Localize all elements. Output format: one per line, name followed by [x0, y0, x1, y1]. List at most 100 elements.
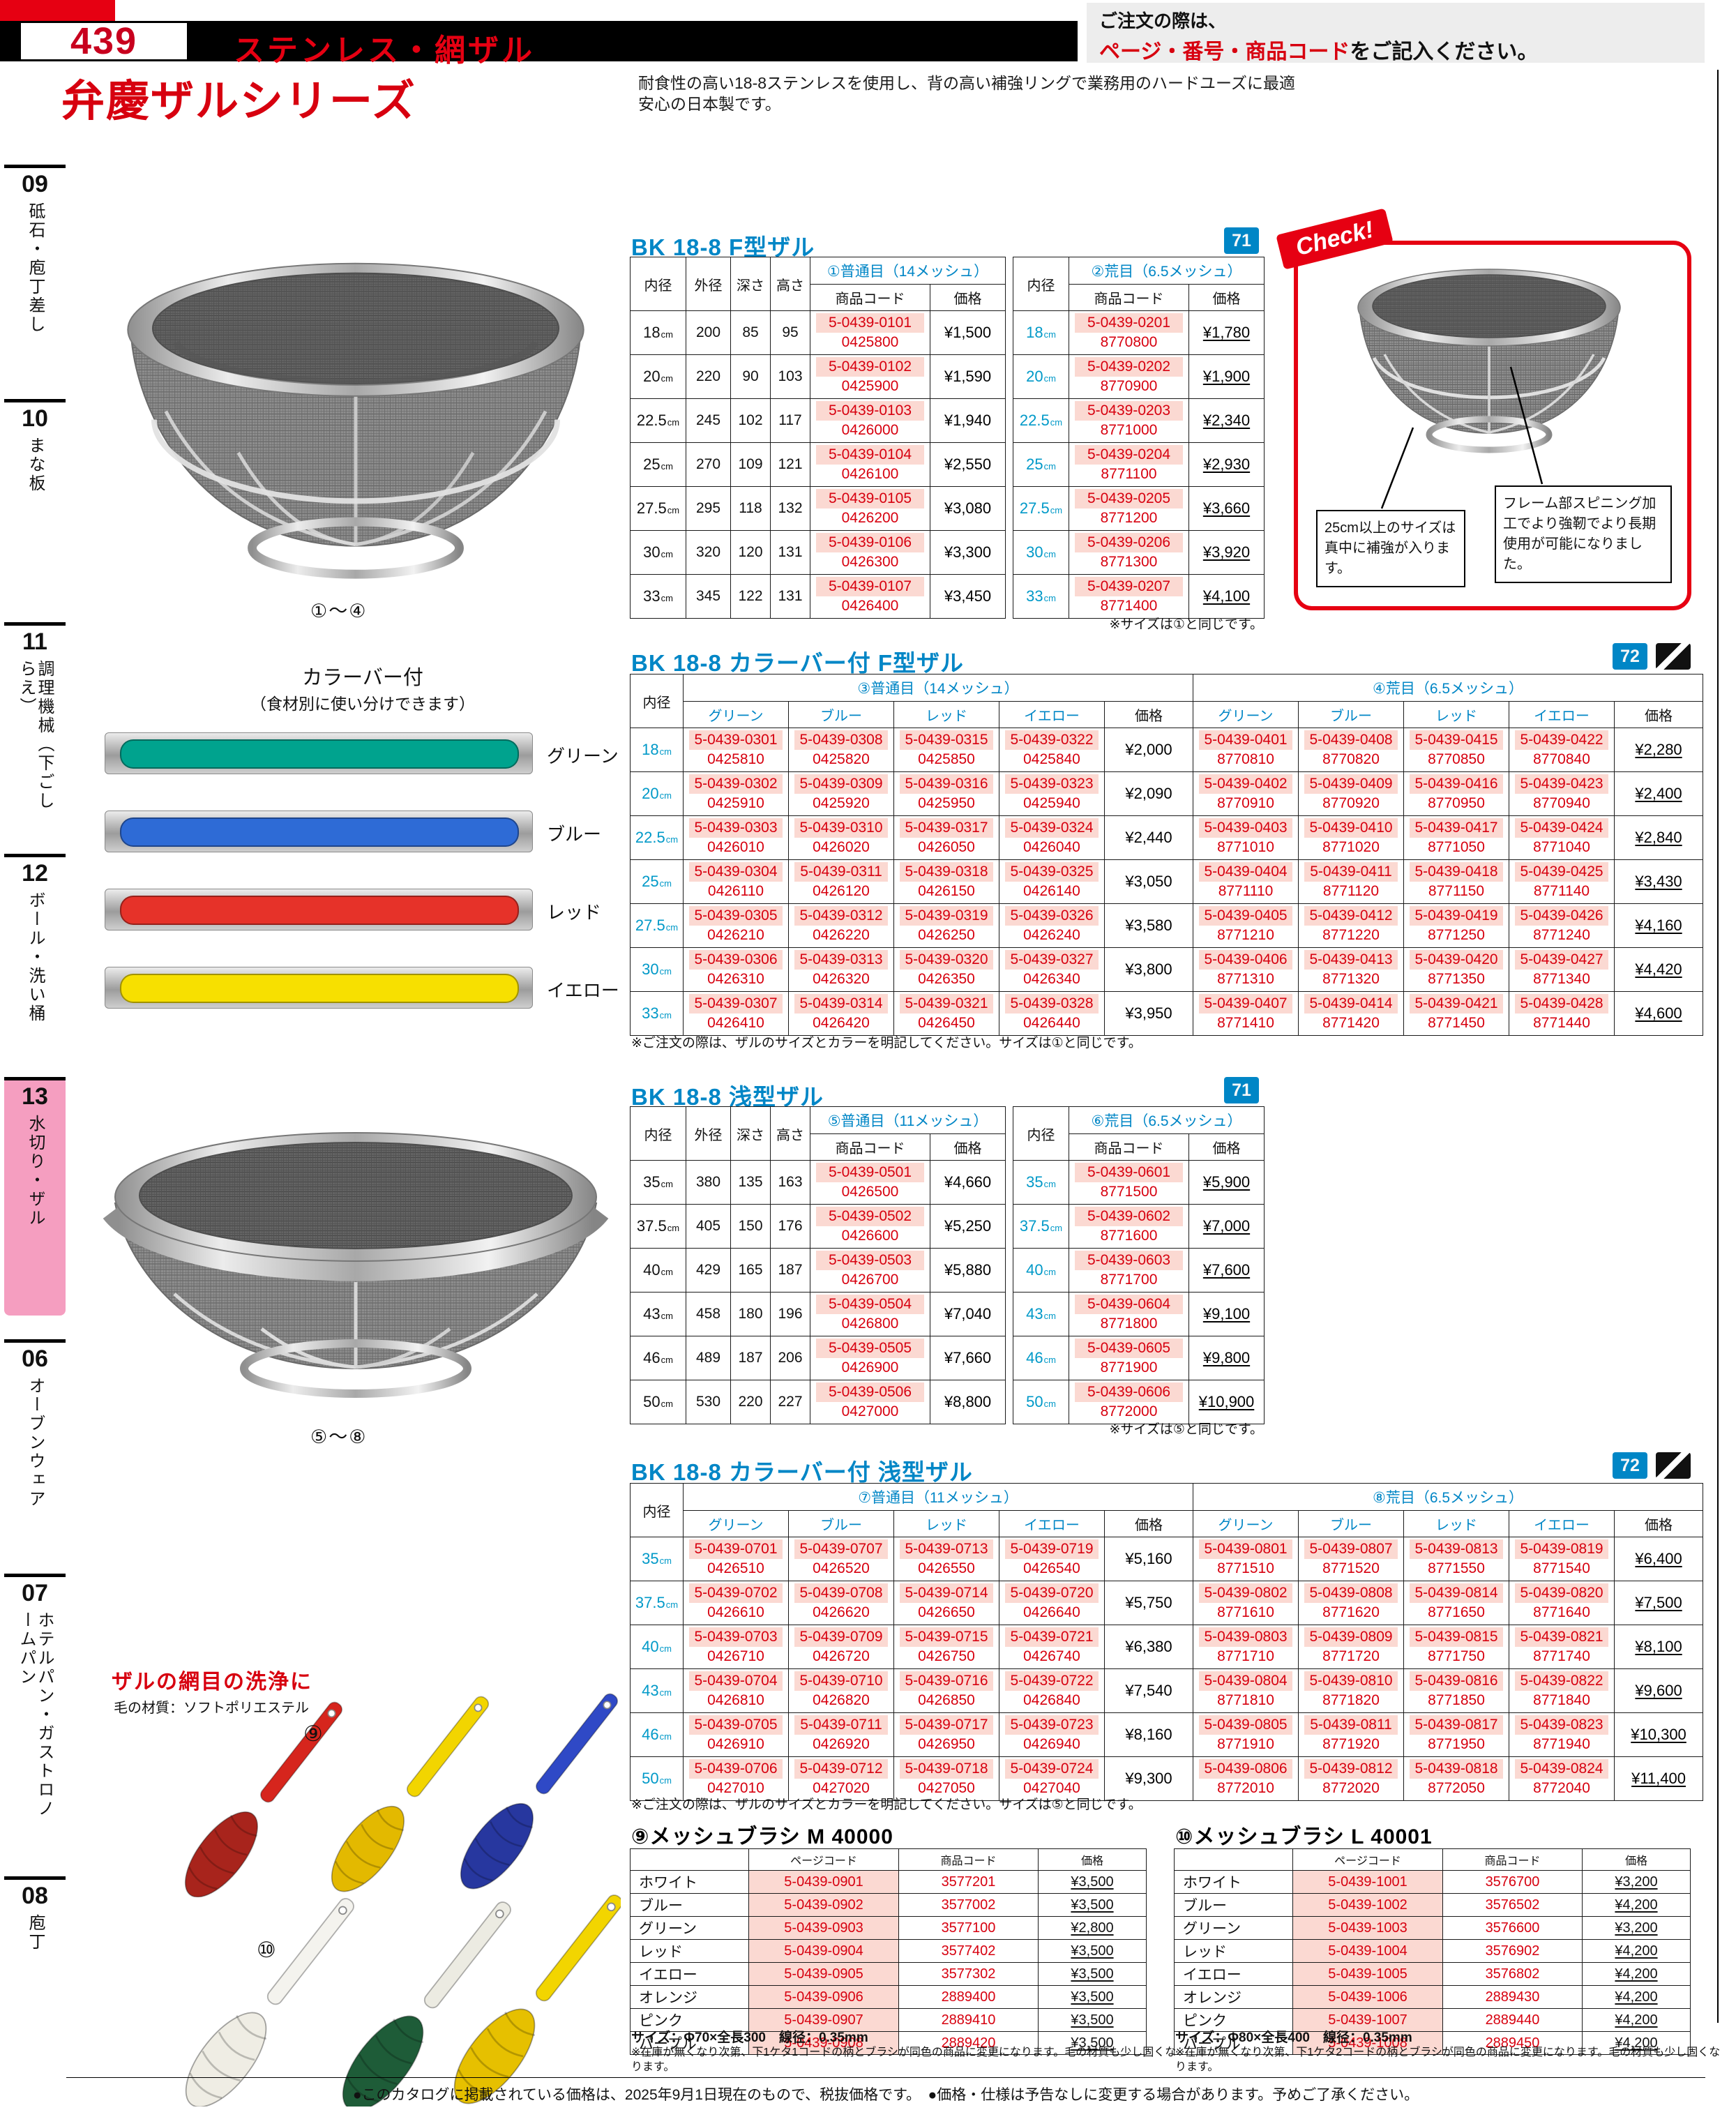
brush-color-name-cell: レッド [1174, 1939, 1293, 1963]
table-header-row: 商品コード 価格 [631, 284, 1006, 311]
size-cell: 20cm [630, 771, 684, 816]
size-cell: 22.5cm [630, 815, 684, 860]
price-cell: ¥4,100 [1188, 574, 1265, 619]
size-cell: 33cm [630, 574, 686, 619]
sidebar-item-cooking-machine[interactable]: 11 調理機械（下ごしらえ） [4, 622, 66, 826]
sidebar-item-cutting-board[interactable]: 10 まな板 [4, 399, 66, 547]
size-cell: 43cm [630, 1292, 686, 1336]
color-column-header: ブルー [1298, 701, 1405, 728]
product-code-cell: 5-0439-0707 0426520 [788, 1537, 894, 1581]
price-cell: ¥2,800 [1038, 1916, 1147, 1940]
price-cell: ¥4,160 [1614, 903, 1704, 948]
colorbar-yellow [120, 974, 519, 1003]
product-code-cell: 5-0439-0424 8771040 [1509, 815, 1615, 860]
sidebar-item-strainer-active[interactable]: 13 水切り・ザル [4, 1077, 66, 1316]
price-cell: ¥3,080 [930, 486, 1006, 531]
product-code-cell: 5-0439-0327 0426340 [999, 947, 1105, 992]
dimension-cell: 187 [770, 1248, 810, 1293]
column-header: 外径 [686, 1106, 731, 1161]
size-cell: 50cm [1013, 1380, 1070, 1424]
product-code-cell: 5-0439-0407 8771410 [1193, 991, 1299, 1036]
group-header: ③普通目（14メッシュ） [682, 674, 1194, 702]
sidebar-item-knife[interactable]: 08 庖丁 [4, 1876, 66, 2013]
table-header-row: グリーン ブルー レッド イエロー 価格 グリーン ブルー レッド イエロー 価格 [631, 701, 1704, 728]
size-cell: 18cm [630, 728, 684, 772]
size-cell: 35cm [630, 1160, 686, 1205]
table-row: パープル 5-0439-1008 2889450 ¥4,200 [1174, 2031, 1691, 2055]
table-row: 25cm 270 109 121 5-0439-0104 0426100 ¥2,550 [630, 442, 1006, 487]
size-cell: 35cm [630, 1537, 684, 1581]
product-code-cell: 5-0439-0206 8771300 [1069, 530, 1189, 575]
product-code-cell: 5-0439-0425 8771140 [1509, 859, 1615, 904]
column-header: 高さ [770, 257, 810, 311]
column-header: 外径 [686, 257, 731, 311]
dimension-cell: 131 [770, 530, 810, 575]
sidebar-item-ovenware[interactable]: 06 オーブンウェア [4, 1339, 66, 1539]
table-row: グリーン 5-0439-0903 3577100 ¥2,800 [630, 1916, 1147, 1940]
product-code-cell: 5-0439-0812 8772020 [1298, 1756, 1405, 1801]
column-header: 高さ [770, 1106, 810, 1161]
product-code-cell: 5-0439-0107 0426400 [810, 574, 930, 619]
product-code-cell: 5-0439-0722 0426840 [999, 1668, 1105, 1713]
product-code-cell: 5-0439-0104 0426100 [810, 442, 930, 487]
brush-white [185, 1898, 354, 2107]
color-column-header: イエロー [999, 1510, 1105, 1537]
sidebar-item-bowl[interactable]: 12 ボール・洗い桶 [4, 854, 66, 1050]
price-cell: ¥3,500 [1038, 1939, 1147, 1963]
order-note-suffix: をご記入ください。 [1350, 40, 1539, 63]
product-code-cell: 5-0439-0304 0426110 [683, 859, 789, 904]
price-cell: ¥1,780 [1188, 310, 1265, 355]
product-code-cell: 5-0439-0106 0426300 [810, 530, 930, 575]
column-header [630, 1848, 749, 1871]
price-cell: ¥1,900 [1188, 354, 1265, 399]
column-header: 深さ [730, 1106, 771, 1161]
product-code-cell: 3576902 [1442, 1939, 1583, 1963]
sidebar-item-whetstone[interactable]: 09 砥石・庖丁差し [4, 165, 66, 345]
column-header: 価格 [929, 1133, 1006, 1161]
table-row: 46cm 489 187 206 5-0439-0505 0426900 ¥7,660 [630, 1336, 1006, 1380]
section-title-colorbar-shallow-zaru: BK 18-8 カラーバー付 浅型ザル [631, 1459, 973, 1485]
color-column-header: ブルー [1298, 1510, 1405, 1537]
size-cell: 43cm [630, 1668, 684, 1713]
product-code-cell: 5-0439-0815 8771750 [1403, 1625, 1510, 1669]
product-code-cell: 5-0439-0809 8771720 [1298, 1625, 1405, 1669]
brush-l-table: ページコード 商品コード 価格 ホワイト 5-0439-1001 3576700 ¥3,20… [1174, 1848, 1691, 2055]
order-note-line1: ご注文の際は、 [1099, 10, 1227, 31]
callout-colander-illustration [1357, 269, 1621, 453]
product-code-cell: 5-0439-0820 8771640 [1509, 1581, 1615, 1625]
sidebar-item-hotel-pan[interactable]: 07 ホテルパン・ガストロノームパン [4, 1574, 66, 1833]
table-row: 46cm 5-0439-0705 0426910 5-0439-0711 0426920… [630, 1712, 1704, 1757]
dimension-cell: 187 [730, 1336, 771, 1380]
table-row: 37.5cm 5-0439-0602 8771600 ¥7,000 [1013, 1204, 1265, 1249]
dimension-cell: 295 [686, 486, 731, 531]
brush-m-table: ページコード 商品コード 価格 ホワイト 5-0439-0901 3577201 ¥3,50… [630, 1848, 1147, 2055]
f-zaru-photo [127, 262, 584, 579]
dimension-cell: 200 [686, 310, 731, 355]
colorbar-label: イエロー [547, 980, 619, 1001]
price-cell: ¥2,840 [1614, 815, 1704, 860]
brush-color-name-cell: パープル [1174, 2031, 1293, 2055]
table-row: 25cm 5-0439-0304 0426110 5-0439-0311 0426120… [630, 859, 1704, 904]
product-code-cell: 5-0439-0703 0426710 [683, 1625, 789, 1669]
table-row: ブルー 5-0439-1002 3576502 ¥4,200 [1174, 1893, 1691, 1917]
f-zaru-table-coarse-mesh: 内径 ②荒目（6.5メッシュ） 商品コード 価格 18cm 5-0439-0201 8770… [1013, 257, 1265, 619]
colorbar-shallow-zaru-table: 内径 ⑦普通目（11メッシュ） ⑧荒目（6.5メッシュ） グリーン ブルー レッド イエロー… [630, 1483, 1704, 1801]
size-cell: 22.5cm [1013, 398, 1069, 443]
page-code-cell: 5-0439-0903 [748, 1916, 899, 1940]
price-cell: ¥3,920 [1188, 530, 1265, 575]
product-code-cell: 5-0439-0103 0426000 [810, 398, 930, 443]
dimension-cell: 150 [730, 1204, 771, 1249]
column-header: 価格 [1103, 701, 1194, 728]
price-cell: ¥7,600 [1188, 1248, 1265, 1293]
dimension-cell: 109 [730, 442, 771, 487]
price-cell: ¥2,000 [1103, 728, 1194, 772]
table-row: 20cm 5-0439-0202 8770900 ¥1,900 [1013, 354, 1265, 399]
table-row: 43cm 5-0439-0604 8771800 ¥9,100 [1013, 1292, 1265, 1336]
price-cell: ¥4,200 [1582, 1939, 1691, 1963]
price-cell: ¥7,500 [1614, 1581, 1704, 1625]
check-callout: Check! [1276, 208, 1691, 610]
colorbar-subtitle: （食材別に使い分けできます） [250, 695, 475, 713]
dimension-cell: 227 [770, 1380, 810, 1424]
dimension-cell: 131 [770, 574, 810, 619]
